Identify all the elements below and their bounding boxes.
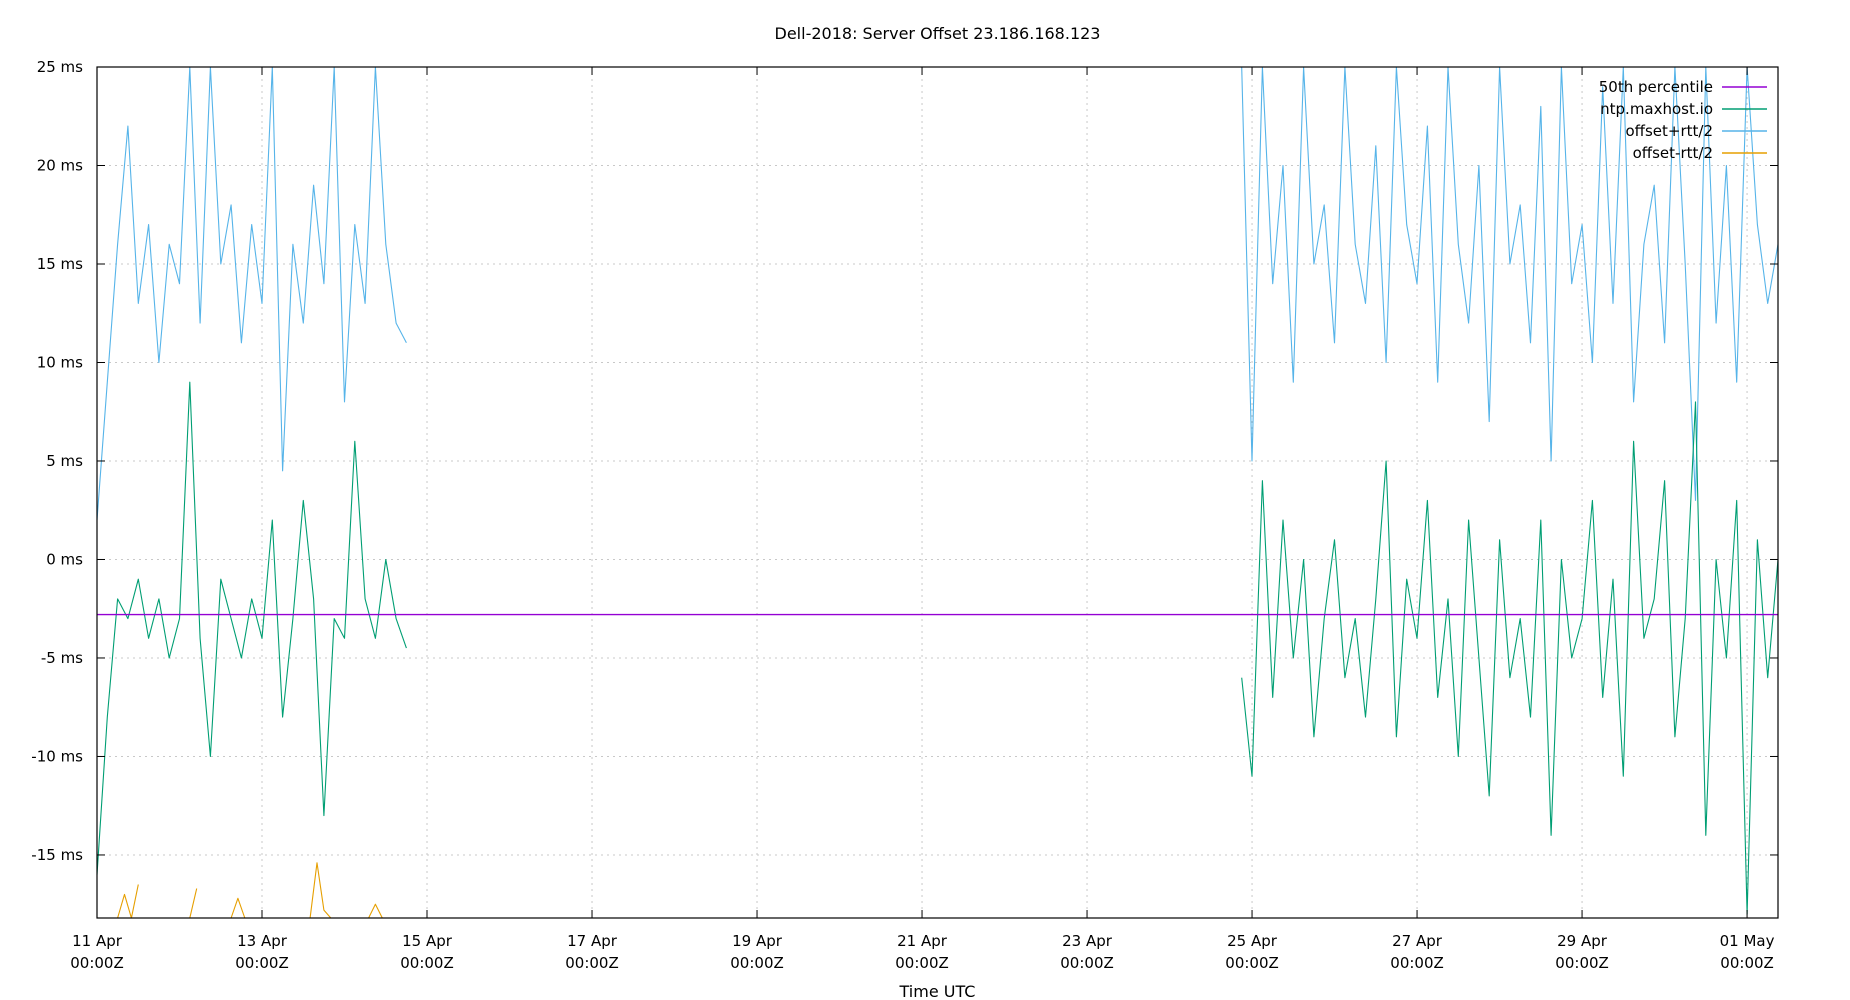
series-line-offset-rtt-2 bbox=[96, 66, 1779, 521]
y-tick-label: -5 ms bbox=[41, 649, 83, 667]
y-tick-label: 0 ms bbox=[46, 550, 83, 568]
x-tick-label-time: 00:00Z bbox=[1555, 954, 1609, 972]
x-tick-label-time: 00:00Z bbox=[1060, 954, 1114, 972]
x-tick-label-date: 23 Apr bbox=[1062, 932, 1113, 950]
x-tick-label-date: 13 Apr bbox=[237, 932, 288, 950]
chart-title: Dell-2018: Server Offset 23.186.168.123 bbox=[775, 24, 1101, 43]
series-line-ntp-maxhost-io bbox=[96, 381, 1779, 915]
x-tick-label-time: 00:00Z bbox=[895, 954, 949, 972]
x-tick-label-date: 11 Apr bbox=[72, 932, 123, 950]
x-tick-label-date: 15 Apr bbox=[402, 932, 453, 950]
y-tick-label: -15 ms bbox=[31, 846, 83, 864]
legend-label: ntp.maxhost.io bbox=[1600, 100, 1713, 118]
series-layer bbox=[96, 66, 1779, 919]
legend-label: 50th percentile bbox=[1599, 78, 1713, 96]
x-tick-label-time: 00:00Z bbox=[1225, 954, 1279, 972]
x-axis-label: Time UTC bbox=[899, 982, 976, 1000]
x-tick-label-time: 00:00Z bbox=[1720, 954, 1774, 972]
legend-label: offset-rtt/2 bbox=[1633, 144, 1713, 162]
x-tick-label-time: 00:00Z bbox=[235, 954, 289, 972]
legend: 50th percentile ntp.maxhost.io offset+rtt/… bbox=[1599, 78, 1767, 162]
x-tick-label-time: 00:00Z bbox=[400, 954, 454, 972]
series-line-offset-rtt-2 bbox=[117, 862, 383, 919]
x-tick-label-time: 00:00Z bbox=[565, 954, 619, 972]
x-tick-label-date: 25 Apr bbox=[1227, 932, 1278, 950]
x-tick-label-date: 01 May bbox=[1720, 932, 1775, 950]
y-tick-label: 10 ms bbox=[37, 353, 83, 371]
x-tick-label-time: 00:00Z bbox=[730, 954, 784, 972]
x-tick-label-date: 29 Apr bbox=[1557, 932, 1608, 950]
y-tick-label: 5 ms bbox=[46, 452, 83, 470]
legend-label: offset+rtt/2 bbox=[1625, 122, 1713, 140]
x-tick-label-date: 19 Apr bbox=[732, 932, 783, 950]
y-tick-label: 25 ms bbox=[37, 58, 83, 76]
x-tick-label-date: 17 Apr bbox=[567, 932, 618, 950]
y-tick-label: 15 ms bbox=[37, 255, 83, 273]
x-tick-label-time: 00:00Z bbox=[1390, 954, 1444, 972]
x-tick-label-time: 00:00Z bbox=[70, 954, 124, 972]
plot-frame bbox=[96, 66, 1779, 919]
x-tick-label-date: 27 Apr bbox=[1392, 932, 1443, 950]
x-tick-label-date: 21 Apr bbox=[897, 932, 948, 950]
y-tick-label: -10 ms bbox=[31, 747, 83, 765]
y-tick-label: 20 ms bbox=[37, 156, 83, 174]
axis-ticks: 25 ms 20 ms 15 ms 10 ms 5 ms 0 ms -5 ms -10 ms -… bbox=[31, 58, 1778, 972]
